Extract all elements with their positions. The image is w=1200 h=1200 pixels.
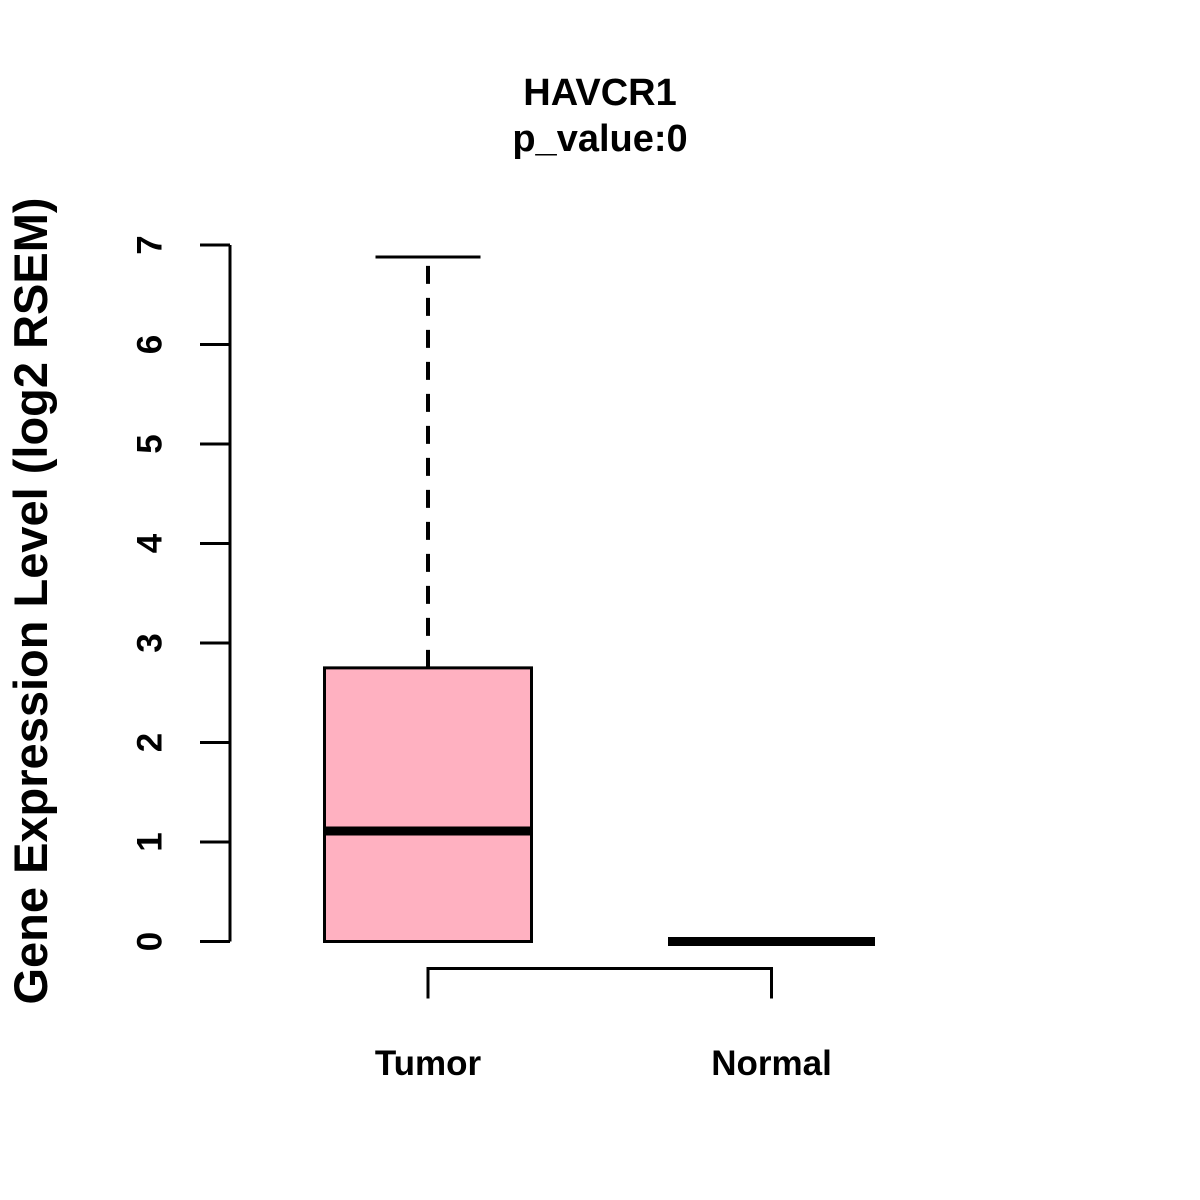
- chart-title: HAVCR1: [523, 72, 677, 114]
- y-axis-tick-label: 6: [131, 335, 170, 354]
- x-category-label-normal: Normal: [711, 1044, 832, 1083]
- comparison-bracket: [426, 967, 773, 999]
- y-axis-tick-label: 0: [131, 932, 170, 951]
- y-axis-tick-label: 3: [131, 633, 170, 652]
- y-axis-tick-label: 7: [131, 235, 170, 254]
- x-category-label-tumor: Tumor: [375, 1044, 482, 1083]
- y-axis-tick-label: 2: [131, 733, 170, 752]
- chart-subtitle: p_value:0: [512, 118, 688, 160]
- y-axis-tick-label: 5: [131, 434, 170, 453]
- box-tumor: [323, 666, 533, 943]
- y-axis-tick-label: 1: [131, 832, 170, 851]
- y-axis-tick-label: 4: [131, 533, 170, 553]
